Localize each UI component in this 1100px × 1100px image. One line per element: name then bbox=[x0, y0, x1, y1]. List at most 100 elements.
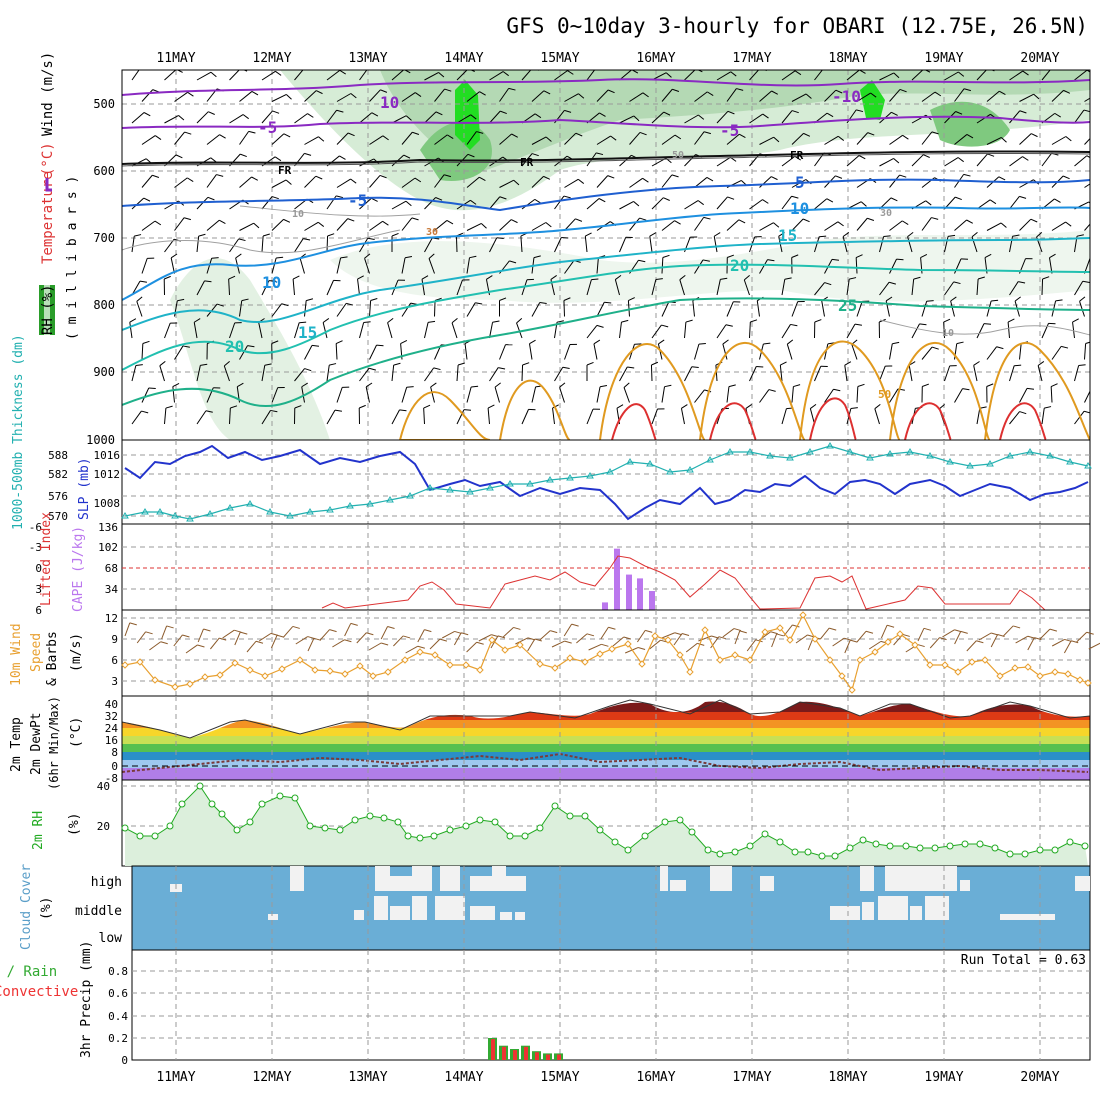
wind-barb bbox=[369, 89, 381, 102]
wind-speed-marker bbox=[826, 656, 834, 664]
wind-barb-flag bbox=[962, 388, 970, 391]
wind-barb bbox=[380, 626, 389, 640]
wind-barb-flag bbox=[272, 110, 280, 114]
wind-barb bbox=[164, 115, 179, 124]
thickness-marker bbox=[766, 452, 774, 459]
wind-barb-flag bbox=[247, 345, 255, 348]
wind-barb bbox=[521, 70, 532, 81]
wind-barb bbox=[679, 279, 685, 296]
wind-barb bbox=[759, 259, 768, 274]
wind-barb bbox=[944, 236, 949, 253]
date-label-top: 18MAY bbox=[828, 51, 867, 66]
thickness-marker bbox=[926, 452, 934, 459]
wind-barb-flag bbox=[143, 197, 151, 202]
wind-barb bbox=[814, 70, 823, 81]
wind-barb-flag bbox=[430, 382, 437, 388]
wind-barb bbox=[684, 322, 687, 339]
wind-barb bbox=[434, 174, 445, 188]
wind-barb bbox=[929, 637, 940, 649]
wind-barb bbox=[423, 407, 425, 425]
wind-barb-flag bbox=[446, 219, 454, 225]
thickness-marker bbox=[386, 496, 394, 503]
wind-speed-marker bbox=[811, 635, 819, 643]
wind-barb bbox=[141, 343, 144, 360]
wind-barb-flag bbox=[559, 382, 566, 388]
thickness-marker bbox=[206, 510, 214, 517]
wind-barb-flag bbox=[306, 298, 314, 302]
wind-barb bbox=[820, 627, 830, 640]
thickness-marker bbox=[746, 448, 754, 455]
wind-speed-marker bbox=[231, 659, 239, 667]
wind-barb-flag bbox=[143, 112, 151, 117]
wind-barb bbox=[1072, 322, 1075, 339]
wind-barb-flag bbox=[776, 633, 784, 637]
wind-barb bbox=[889, 388, 899, 403]
cape-li-panel: -6 -3 0 3 6 136 102 68 34 Lifted Index C… bbox=[29, 512, 1091, 617]
wind-barb bbox=[564, 178, 579, 188]
wind-barb-flag bbox=[628, 297, 635, 301]
wind-barb-flag bbox=[778, 232, 785, 237]
wind-barb-flag bbox=[350, 178, 357, 184]
wind-barb bbox=[944, 71, 959, 81]
wind-barb bbox=[1041, 278, 1044, 296]
wind-barb bbox=[1009, 70, 1024, 81]
svg-text:10: 10 bbox=[262, 273, 281, 292]
wind-barb-flag bbox=[891, 111, 898, 116]
wind-barb-flag bbox=[534, 113, 542, 119]
wind-barb-flag bbox=[593, 339, 601, 345]
date-label-bottom: 17MAY bbox=[732, 1070, 771, 1085]
rh2m-marker bbox=[624, 846, 632, 854]
wind-barb-flag bbox=[211, 257, 219, 259]
wind-barb-flag bbox=[999, 90, 1006, 96]
svg-text:FR: FR bbox=[790, 149, 804, 162]
wind-speed-marker bbox=[608, 645, 616, 653]
wind-speed-marker bbox=[462, 661, 470, 669]
wind-barb bbox=[694, 177, 708, 188]
wind-barb bbox=[531, 176, 544, 188]
wind-barb-flag bbox=[294, 405, 302, 409]
date-label-top: 11MAY bbox=[156, 51, 195, 66]
wind-speed-marker bbox=[716, 656, 724, 664]
wind-barb-flag bbox=[136, 296, 143, 302]
wind-barb bbox=[726, 386, 730, 403]
thickness-marker bbox=[866, 454, 874, 461]
rh2m-marker bbox=[661, 818, 669, 826]
wind-barb-flag bbox=[1036, 231, 1043, 238]
wind-barb-flag bbox=[159, 360, 166, 367]
date-label-bottom: 15MAY bbox=[540, 1070, 579, 1085]
wind-barb bbox=[196, 236, 200, 253]
wind-barb bbox=[694, 131, 705, 145]
wind-barb-flag bbox=[938, 403, 945, 410]
wind-barb bbox=[781, 279, 786, 296]
pressure-ticks: 500 600 700 800 900 1000 bbox=[86, 97, 115, 447]
wind-barb bbox=[357, 279, 360, 296]
wind-barb bbox=[131, 112, 145, 124]
wind-barb-flag bbox=[865, 630, 874, 634]
wind-barb bbox=[294, 238, 304, 253]
wind-barb bbox=[270, 635, 278, 649]
rh2m-marker bbox=[521, 832, 529, 840]
wind-barb bbox=[846, 323, 856, 339]
rh2m-marker bbox=[151, 832, 159, 840]
wind-barb bbox=[954, 219, 967, 231]
wind-barb bbox=[759, 90, 772, 102]
wind-barb-flag bbox=[743, 274, 750, 281]
wind-barb bbox=[391, 70, 405, 81]
wind-barb bbox=[694, 389, 705, 403]
wind-barb-flag bbox=[691, 366, 699, 368]
wind-barb-flag bbox=[184, 131, 192, 135]
svg-text:Total / Rain: Total / Rain bbox=[0, 964, 57, 980]
svg-text:500: 500 bbox=[93, 97, 115, 111]
wind-speed-marker bbox=[384, 668, 392, 676]
wind-barb-flag bbox=[750, 319, 758, 323]
svg-text:6: 6 bbox=[35, 604, 42, 617]
wind-barb-flag bbox=[1033, 93, 1040, 100]
svg-text:10m Wind: 10m Wind bbox=[9, 623, 24, 686]
wind-barb bbox=[879, 72, 895, 81]
wind-barb bbox=[234, 631, 241, 646]
svg-text:3: 3 bbox=[111, 675, 118, 688]
wind-barb bbox=[880, 625, 888, 639]
wind-barb-flag bbox=[773, 136, 780, 143]
wind-barb bbox=[844, 639, 851, 654]
wind-barb-flag bbox=[340, 256, 348, 259]
